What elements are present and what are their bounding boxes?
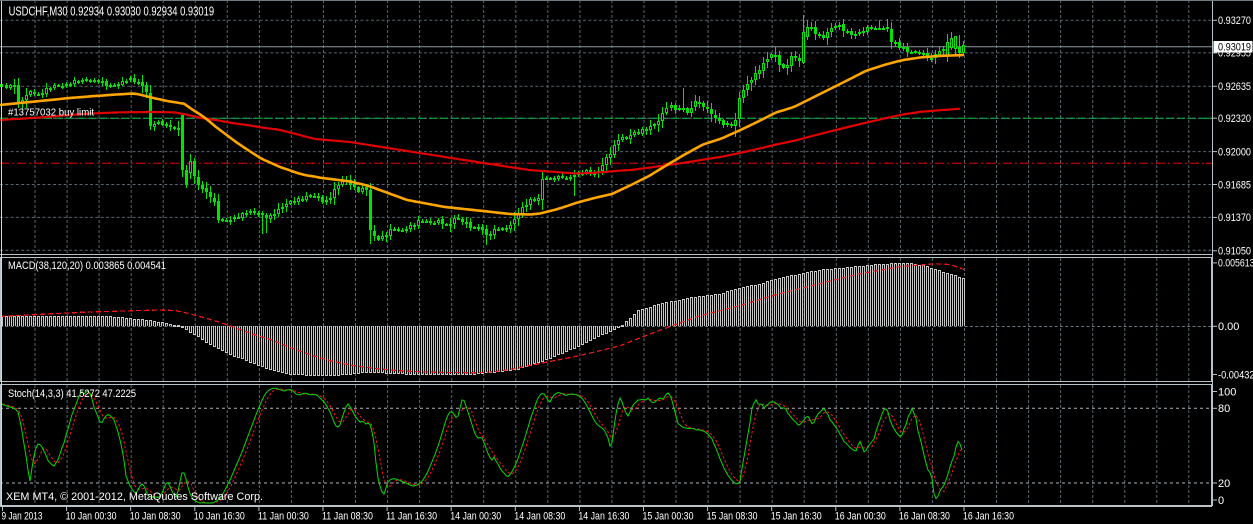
svg-text:9 Jan 2013: 9 Jan 2013 [2, 511, 43, 523]
svg-text:100: 100 [1218, 386, 1236, 398]
svg-text:XEM MT4, © 2001-2012, MetaQuot: XEM MT4, © 2001-2012, MetaQuotes Softwar… [6, 491, 263, 503]
svg-text:16 Jan 00:30: 16 Jan 00:30 [835, 511, 886, 523]
svg-text:11 Jan 16:30: 11 Jan 16:30 [386, 511, 437, 523]
svg-text:16 Jan 16:30: 16 Jan 16:30 [963, 511, 1014, 523]
svg-text:0.00: 0.00 [1218, 321, 1239, 333]
svg-text:10 Jan 08:30: 10 Jan 08:30 [130, 511, 181, 523]
svg-text:0.92000: 0.92000 [1218, 146, 1251, 158]
svg-text:11 Jan 00:30: 11 Jan 00:30 [258, 511, 309, 523]
svg-text:16 Jan 08:30: 16 Jan 08:30 [899, 511, 950, 523]
svg-text:15 Jan 08:30: 15 Jan 08:30 [707, 511, 758, 523]
svg-text:0.91050: 0.91050 [1218, 246, 1251, 258]
svg-text:10 Jan 16:30: 10 Jan 16:30 [194, 511, 245, 523]
svg-text:-0.00432: -0.00432 [1218, 369, 1253, 381]
svg-text:MACD(38,120,20) 0.003865 0.004: MACD(38,120,20) 0.003865 0.004541 [8, 260, 166, 272]
svg-text:Stoch(14,3,3) 41.5272 47.2225: Stoch(14,3,3) 41.5272 47.2225 [8, 388, 136, 400]
svg-text:10 Jan 00:30: 10 Jan 00:30 [66, 511, 117, 523]
svg-text:0.005613: 0.005613 [1218, 258, 1253, 270]
svg-text:0.93270: 0.93270 [1218, 15, 1251, 27]
svg-text:11 Jan 08:30: 11 Jan 08:30 [322, 511, 373, 523]
svg-text:14 Jan 00:30: 14 Jan 00:30 [450, 511, 501, 523]
svg-text:14 Jan 16:30: 14 Jan 16:30 [578, 511, 629, 523]
svg-text:14 Jan 08:30: 14 Jan 08:30 [514, 511, 565, 523]
svg-text:0.91370: 0.91370 [1218, 212, 1251, 224]
svg-text:0.93019: 0.93019 [1218, 42, 1251, 54]
svg-text:USDCHF,M30 0.92934 0.93030 0.: USDCHF,M30 0.92934 0.93030 0.92934 0.930… [9, 5, 215, 19]
svg-text:#13757032 buy limit: #13757032 buy limit [8, 107, 94, 119]
svg-text:15 Jan 00:30: 15 Jan 00:30 [643, 511, 694, 523]
svg-text:0.91685: 0.91685 [1218, 179, 1251, 191]
svg-text:0.92635: 0.92635 [1218, 81, 1251, 93]
svg-text:0.92320: 0.92320 [1218, 113, 1251, 125]
svg-text:20: 20 [1218, 478, 1230, 490]
svg-text:80: 80 [1218, 403, 1230, 415]
svg-text:0: 0 [1218, 495, 1224, 507]
svg-text:15 Jan 16:30: 15 Jan 16:30 [771, 511, 822, 523]
